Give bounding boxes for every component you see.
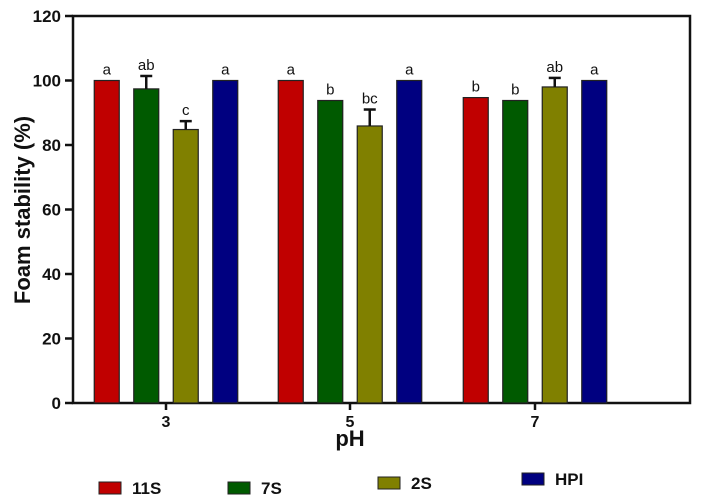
legend-swatch: [521, 472, 545, 486]
y-axis-ticks: 0 20 40 60 80 100 120: [33, 7, 73, 413]
y-tick-label: 60: [42, 201, 61, 220]
legend-item-2S: 2S: [377, 474, 432, 493]
x-axis-ticks: 3 5 7: [162, 403, 540, 431]
legend-item-11S: 11S: [98, 479, 161, 498]
bar-2S-pH3: c: [172, 102, 199, 404]
bar-7S-pH7: b: [502, 81, 529, 404]
x-tick-label: 3: [162, 414, 171, 431]
significance-letter: bc: [362, 91, 378, 108]
x-axis-title: pH: [335, 426, 364, 451]
bar-2S-pH7: ab: [541, 59, 568, 404]
bar-HPI-pH3: a: [212, 62, 239, 404]
x-tick-label: 7: [531, 414, 540, 431]
significance-letter: c: [182, 102, 190, 119]
y-tick-label: 80: [42, 136, 61, 155]
y-tick-label: 0: [52, 394, 61, 413]
legend-item-7S: 7S: [227, 479, 282, 498]
significance-letter: b: [472, 79, 480, 96]
legend-label: 2S: [411, 474, 432, 493]
bar-7S-pH5: b: [317, 81, 344, 404]
legend: 11S 7S 2S HPI: [98, 470, 583, 498]
significance-letter: ab: [546, 59, 563, 76]
legend-swatch: [98, 481, 122, 495]
significance-letter: b: [511, 81, 519, 98]
y-tick-label: 120: [33, 7, 61, 26]
bar-7S-pH3: ab: [133, 57, 160, 404]
bar-HPI-pH5: a: [396, 62, 423, 404]
legend-label: 7S: [261, 479, 282, 498]
y-tick-label: 100: [33, 72, 61, 91]
bar-11S-pH7: b: [462, 79, 489, 404]
significance-letter: a: [405, 62, 414, 79]
bar-11S-pH5: a: [277, 62, 304, 404]
bar-HPI-pH7: a: [581, 62, 608, 404]
y-axis-title: Foam stability (%): [10, 116, 35, 304]
legend-item-HPI: HPI: [521, 470, 583, 489]
significance-letter: a: [287, 62, 296, 79]
significance-letter: b: [326, 81, 334, 98]
x-tick-label: 5: [346, 414, 355, 431]
y-tick-label: 40: [42, 265, 61, 284]
legend-label: HPI: [555, 470, 583, 489]
significance-letter: ab: [138, 57, 155, 74]
y-tick-label: 20: [42, 330, 61, 349]
bar-2S-pH5: bc: [356, 91, 383, 404]
legend-swatch: [227, 481, 251, 495]
significance-letter: a: [221, 62, 230, 79]
legend-swatch: [377, 476, 401, 490]
significance-letter: a: [103, 62, 112, 79]
bar-11S-pH3: a: [93, 62, 120, 404]
legend-label: 11S: [132, 479, 161, 498]
significance-letter: a: [590, 62, 599, 79]
